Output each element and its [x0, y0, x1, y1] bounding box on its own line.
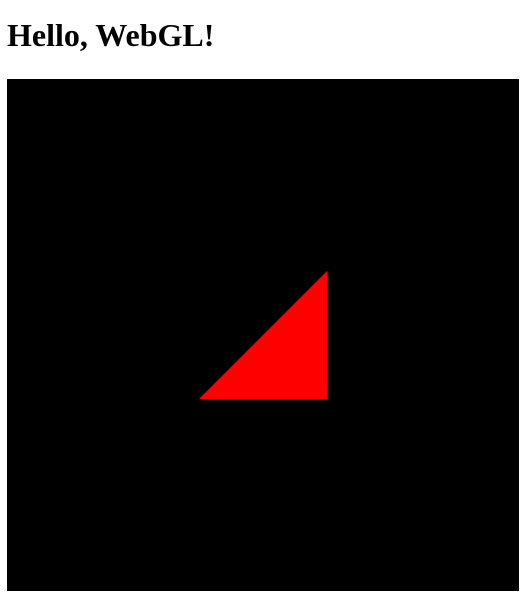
- webgl-canvas[interactable]: [7, 79, 519, 591]
- canvas-drawing: [7, 79, 519, 591]
- red-triangle: [199, 271, 327, 399]
- page-title: Hello, WebGL!: [7, 17, 215, 53]
